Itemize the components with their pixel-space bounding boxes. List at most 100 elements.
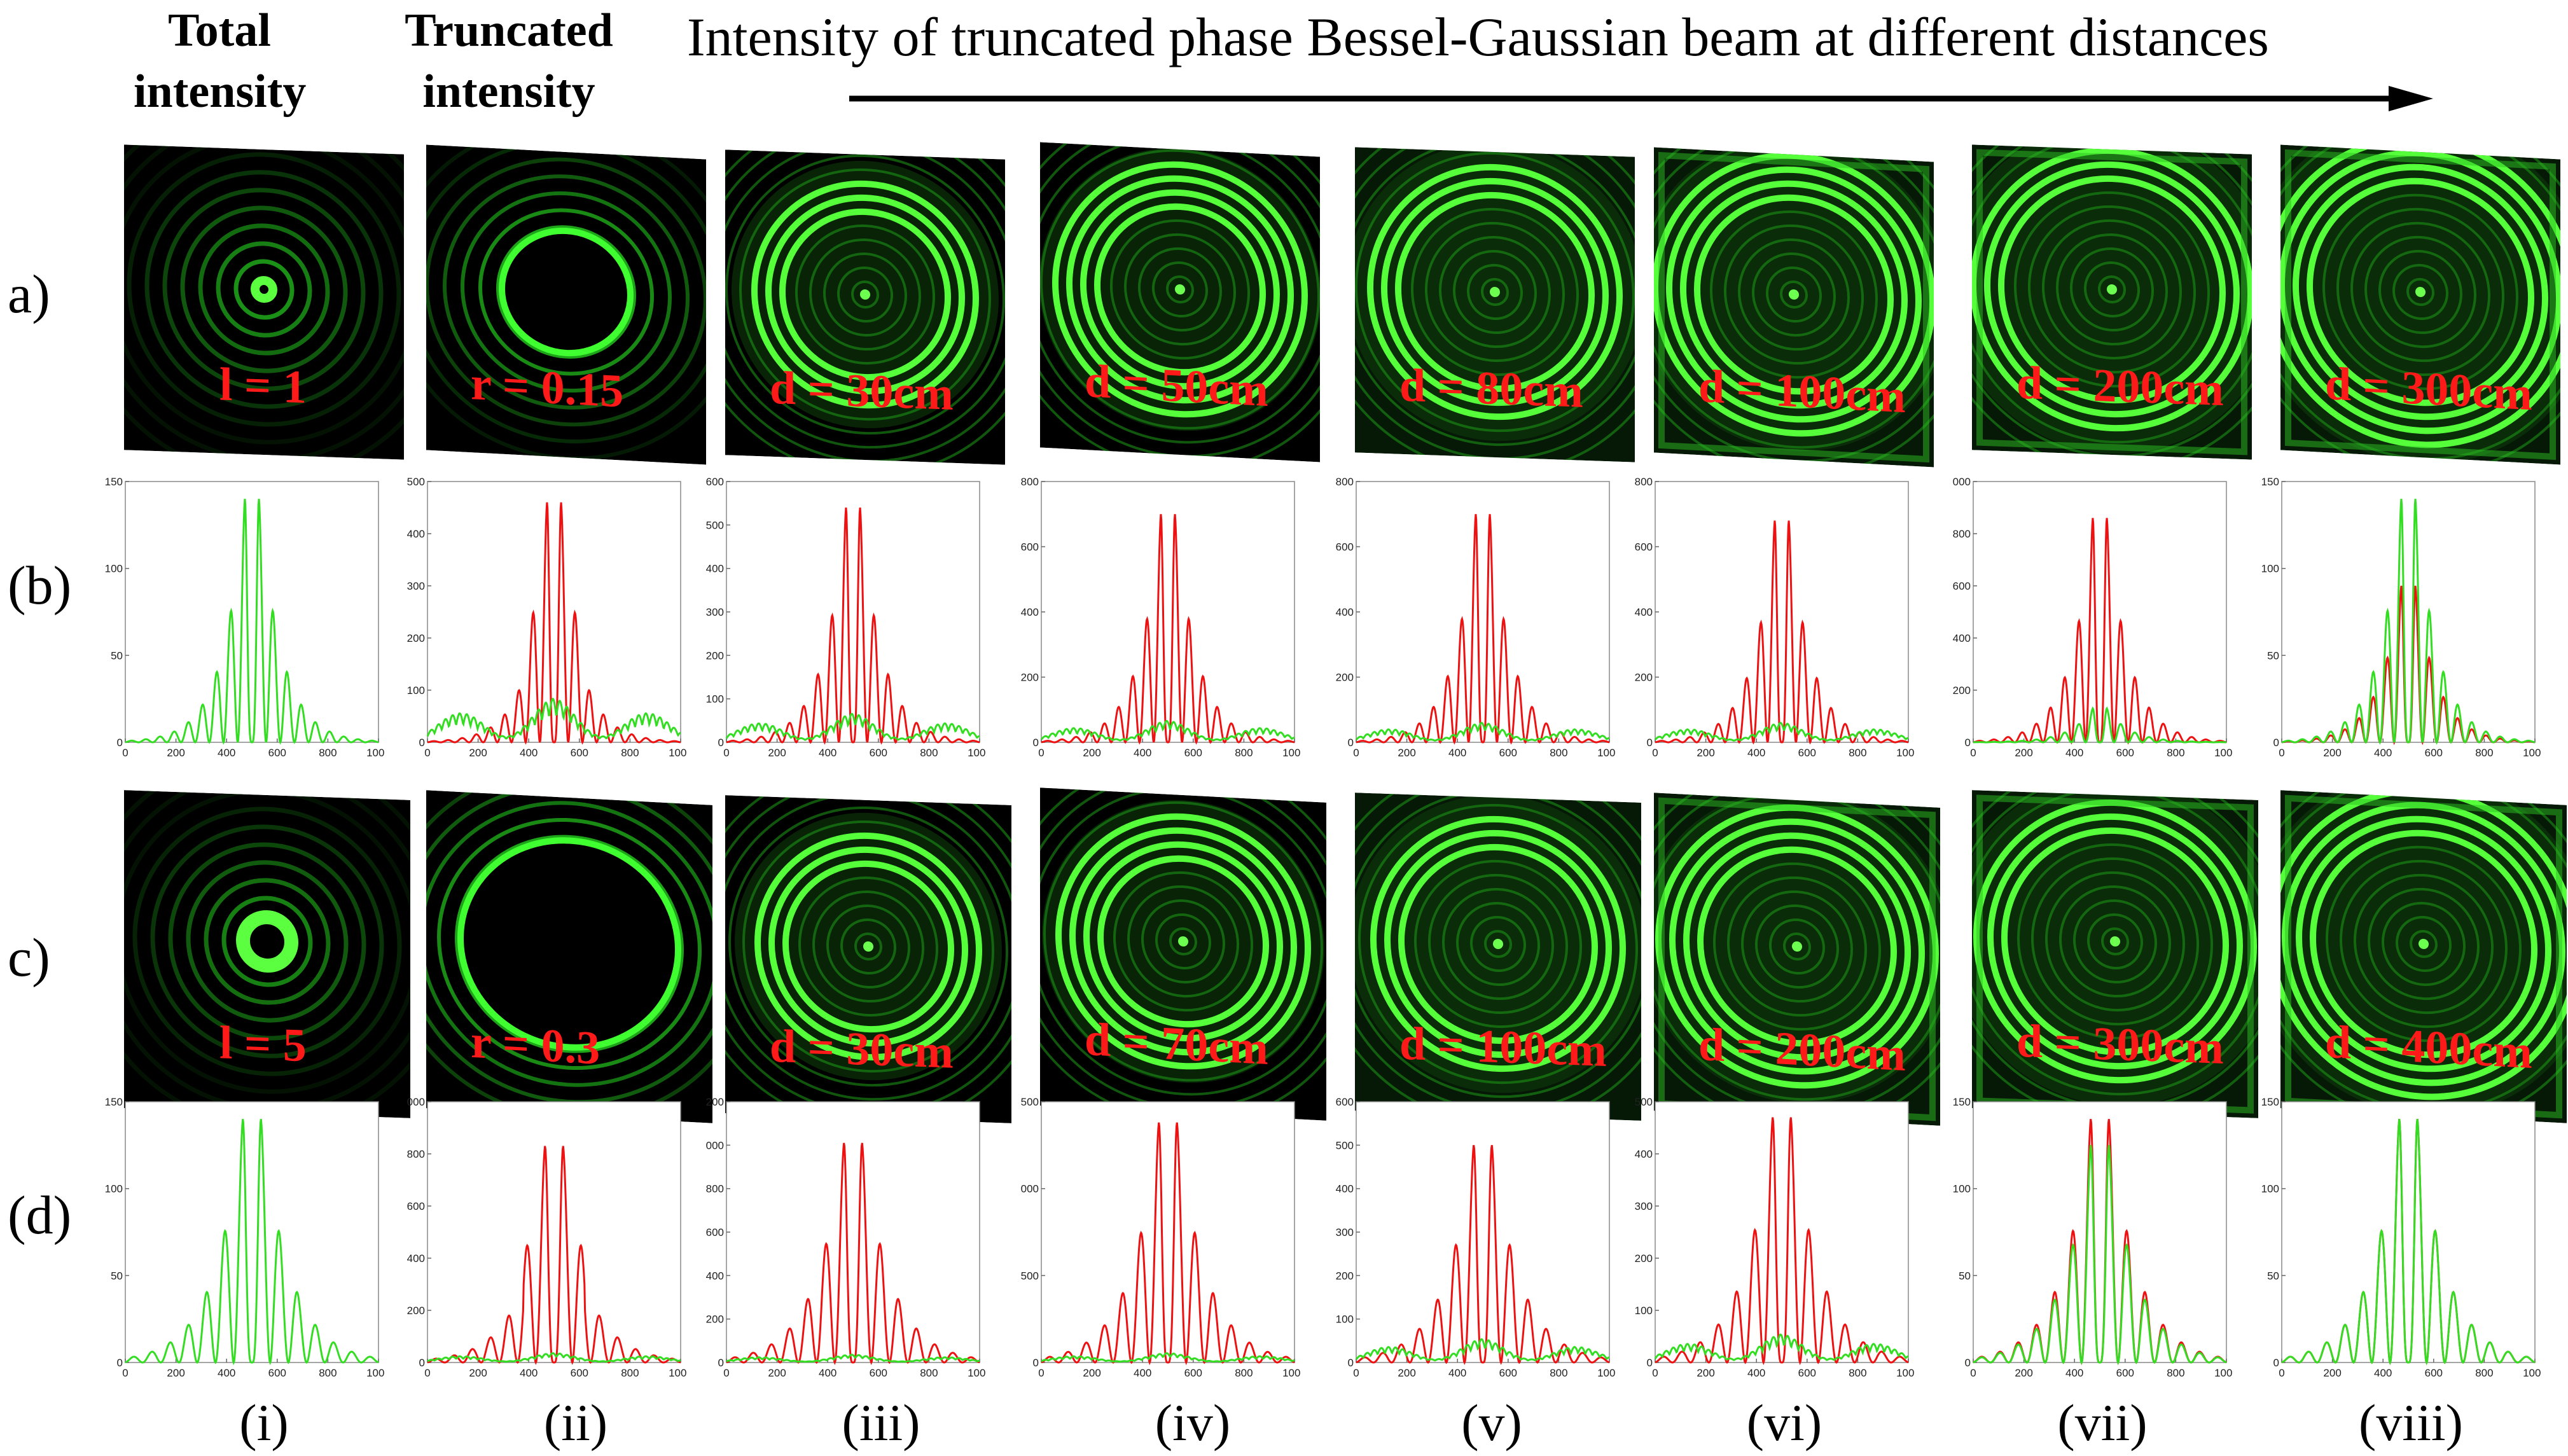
header-total-line1: Total [168, 4, 271, 57]
y-tick-label: 600 [1021, 541, 1039, 553]
intensity-panel-a-1: l = 1 [124, 144, 404, 460]
y-tick-label: 500 [1021, 1270, 1039, 1282]
y-tick-label: 0 [1647, 1357, 1653, 1369]
column-label-7: (vii) [2057, 1394, 2148, 1452]
panel-label: d = 300cm [2325, 357, 2532, 421]
plot-frame [1356, 481, 1610, 743]
x-tick-label: 400 [1448, 1367, 1466, 1379]
y-tick-label: 600 [706, 476, 724, 488]
x-tick-label: 400 [2065, 747, 2083, 759]
y-tick-label: 800 [706, 1183, 724, 1195]
y-tick-label: 200 [1953, 684, 1971, 697]
series-red [726, 1142, 980, 1365]
figure-title: Intensity of truncated phase Bessel-Gaus… [687, 6, 2269, 67]
y-tick-label: 100 [1336, 1314, 1354, 1326]
header-trunc-line2: intensity [422, 66, 595, 118]
y-tick-label: 200 [706, 1314, 724, 1326]
y-tick-label: 100 [407, 684, 425, 697]
x-tick-label: 600 [2425, 1367, 2443, 1379]
panel-label: d = 200cm [2016, 356, 2224, 417]
intensity-panel-a-7: d = 200cm [1972, 144, 2252, 460]
plot-frame [1973, 1101, 2227, 1363]
x-tick-label: 800 [920, 747, 938, 759]
y-tick-label: 200 [706, 649, 724, 662]
y-tick-label: 0 [718, 737, 724, 749]
x-tick-label: 800 [2167, 747, 2184, 759]
y-tick-label: 0 [117, 737, 123, 749]
column-label-2: (ii) [543, 1394, 608, 1452]
series-green [1973, 1145, 2227, 1365]
plot-frame [125, 481, 379, 743]
plot-frame [1973, 481, 2227, 743]
intensity-panel-a-4: d = 50cm [1040, 142, 1320, 462]
x-tick-label: 400 [1448, 747, 1466, 759]
x-tick-label: 200 [2323, 1367, 2341, 1379]
x-tick-label: 0 [122, 747, 128, 759]
x-tick-label: 800 [1849, 1367, 1866, 1379]
y-tick-label: 50 [2267, 1270, 2279, 1282]
y-tick-label: 500 [1635, 1096, 1653, 1108]
column-label-1: (i) [239, 1394, 289, 1452]
x-tick-label: 800 [1235, 747, 1253, 759]
series-green [1040, 720, 1295, 742]
column-label-6: (vi) [1746, 1394, 1822, 1452]
title-arrow [849, 86, 2433, 111]
x-tick-label: 0 [424, 747, 430, 759]
y-tick-label: 100 [1635, 1305, 1653, 1317]
x-tick-label: 400 [1747, 1367, 1765, 1379]
x-tick-label: 600 [1184, 1367, 1202, 1379]
y-tick-label: 100 [2261, 563, 2279, 575]
x-tick-label: 200 [2015, 747, 2032, 759]
intensity-image [1355, 793, 1641, 1121]
y-tick-label: 300 [1336, 1226, 1354, 1238]
x-tick-label: 800 [319, 1367, 337, 1379]
x-tick-label: 400 [2374, 1367, 2392, 1379]
x-tick-label: 400 [218, 747, 235, 759]
plot-frame [2281, 1101, 2536, 1363]
plot-frame [2281, 481, 2536, 743]
panel-label: d = 200cm [1698, 1018, 1906, 1081]
y-tick-label: 150 [105, 476, 123, 488]
x-tick-label: 200 [1083, 747, 1100, 759]
series-green [1355, 721, 1610, 742]
series-green [427, 1352, 681, 1363]
x-tick-label: 400 [1134, 1367, 1151, 1379]
y-tick-label: 150 [1953, 1096, 1971, 1108]
plot-frame [427, 1101, 681, 1363]
x-tick-label: 200 [167, 747, 184, 759]
x-tick-label: 600 [1184, 747, 1202, 759]
intensity-panel-c-3: d = 30cm [725, 795, 1011, 1123]
panel-label: r = 0.3 [471, 1015, 600, 1075]
y-tick-label: 400 [1635, 1148, 1653, 1160]
x-tick-label: 800 [2475, 1367, 2493, 1379]
panel-label: d = 30cm [770, 361, 954, 420]
y-tick-label: 400 [1336, 1183, 1354, 1195]
x-tick-label: 200 [1398, 747, 1415, 759]
y-tick-label: 100 [2261, 1183, 2279, 1195]
y-tick-label: 200 [1021, 672, 1039, 684]
column-label-3: (iii) [842, 1394, 920, 1452]
y-tick-label: 0 [2273, 737, 2279, 749]
x-tick-label: 800 [920, 1367, 938, 1379]
y-tick-label: 100 [706, 693, 724, 705]
intensity-image [2280, 790, 2567, 1123]
series-green [1973, 706, 2226, 744]
y-tick-label: 600 [706, 1226, 724, 1238]
x-tick-label: 600 [2116, 747, 2134, 759]
plot-frame [1041, 481, 1295, 743]
intensity-image [1355, 147, 1635, 462]
panel-label: d = 300cm [2016, 1015, 2224, 1074]
panel-label: d = 400cm [2325, 1015, 2532, 1079]
series-red [1655, 1117, 1909, 1366]
